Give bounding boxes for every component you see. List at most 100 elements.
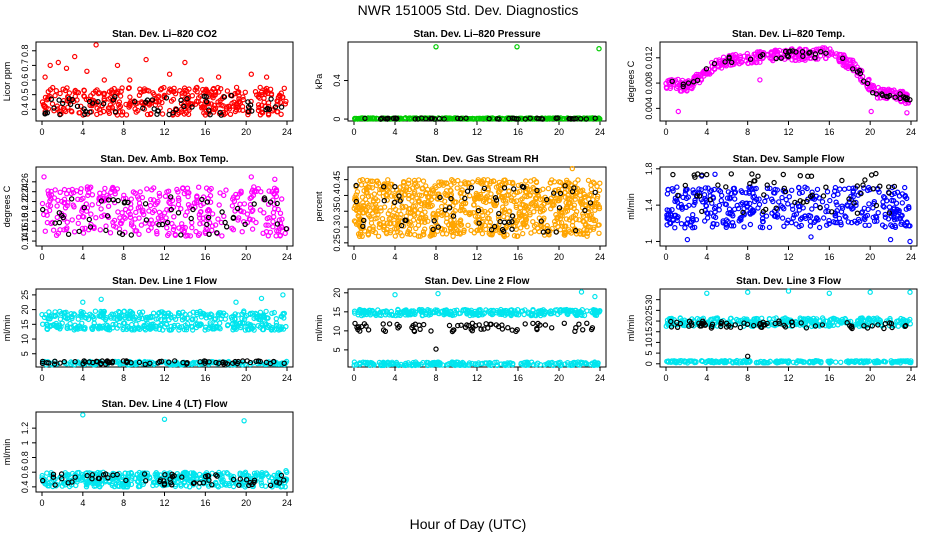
y-tick-label: 30: [644, 295, 654, 305]
data-point: [221, 213, 227, 219]
data-point: [280, 292, 286, 298]
data-point: [103, 223, 109, 229]
data-point: [587, 191, 593, 198]
x-tick-label: 12: [159, 373, 169, 383]
data-point: [386, 321, 393, 327]
data-point: [249, 108, 255, 114]
data-point: [480, 212, 486, 219]
data-point: [726, 55, 732, 61]
data-point: [194, 89, 200, 95]
data-point: [147, 111, 154, 118]
x-tick-label: 8: [433, 252, 438, 262]
data-point: [373, 182, 380, 189]
data-point: [370, 228, 376, 234]
data-point: [121, 214, 127, 220]
data-point: [281, 85, 287, 92]
data-point: [45, 191, 52, 197]
data-point: [501, 209, 507, 215]
data-point: [367, 184, 373, 190]
data-point: [215, 74, 222, 80]
data-point: [106, 110, 113, 117]
data-point: [247, 216, 253, 223]
data-point: [224, 88, 231, 94]
data-point: [189, 104, 195, 110]
data-point: [745, 60, 751, 66]
x-tick-label: 24: [595, 252, 605, 262]
data-point: [273, 186, 280, 193]
data-point: [107, 230, 114, 236]
data-point: [102, 185, 108, 192]
x-tick-label: 24: [906, 252, 916, 262]
data-point: [523, 178, 529, 184]
data-point: [504, 215, 510, 221]
data-point: [511, 198, 517, 205]
data-point: [588, 211, 595, 218]
data-point: [196, 215, 203, 221]
data-point: [82, 111, 88, 118]
data-point: [88, 211, 94, 217]
data-point: [412, 207, 418, 213]
data-point: [42, 74, 48, 80]
data-point: [63, 65, 70, 72]
data-point: [414, 183, 421, 189]
data-point: [128, 196, 134, 202]
y-tick-label: 5: [332, 347, 342, 352]
data-point: [143, 217, 150, 223]
y-tick-label: 0.25: [332, 234, 342, 252]
data-point: [782, 48, 789, 55]
data-point: [245, 111, 251, 118]
data-point: [215, 102, 222, 108]
series-calibration: [352, 320, 596, 352]
data-point: [239, 228, 245, 235]
data-point: [64, 85, 70, 91]
data-point: [447, 115, 453, 121]
data-point: [71, 53, 78, 60]
data-point: [47, 62, 53, 69]
series-samples-upper: [351, 289, 603, 319]
data-point: [230, 103, 236, 109]
data-point: [81, 204, 88, 211]
data-point: [516, 209, 522, 216]
data-point: [101, 95, 107, 102]
data-point: [256, 91, 262, 98]
data-point: [81, 87, 87, 93]
data-point: [176, 225, 182, 231]
series-samples: [351, 165, 603, 240]
data-point: [209, 211, 216, 217]
data-point: [367, 225, 373, 232]
y-tick-label: 5: [644, 351, 654, 356]
data-point: [122, 215, 128, 221]
data-point: [372, 229, 379, 236]
data-point: [206, 91, 213, 97]
data-point: [506, 208, 513, 214]
data-point: [427, 190, 433, 197]
data-point: [367, 213, 373, 220]
data-point: [66, 90, 73, 96]
x-tick-label: 8: [433, 127, 438, 137]
data-point: [402, 115, 408, 122]
data-point: [261, 195, 268, 201]
x-tick-label: 8: [121, 252, 126, 262]
x-tick-label: 16: [824, 252, 834, 262]
data-point: [208, 185, 214, 192]
data-point: [56, 97, 62, 103]
y-tick-label: 0.14: [20, 232, 30, 250]
x-tick-label: 12: [159, 252, 169, 262]
data-point: [259, 102, 265, 109]
data-point: [392, 115, 398, 121]
data-point: [249, 226, 256, 232]
data-point: [593, 116, 599, 122]
y-tick-label: 0.6: [20, 74, 30, 87]
x-tick-label: 16: [513, 373, 523, 383]
data-point: [71, 204, 77, 210]
data-point: [885, 86, 892, 93]
data-point: [369, 178, 375, 184]
data-point: [813, 202, 819, 209]
data-point: [267, 199, 274, 205]
data-point: [82, 108, 89, 115]
data-point: [470, 116, 476, 122]
data-point: [423, 183, 429, 189]
data-point: [503, 180, 509, 186]
data-point: [251, 184, 257, 190]
